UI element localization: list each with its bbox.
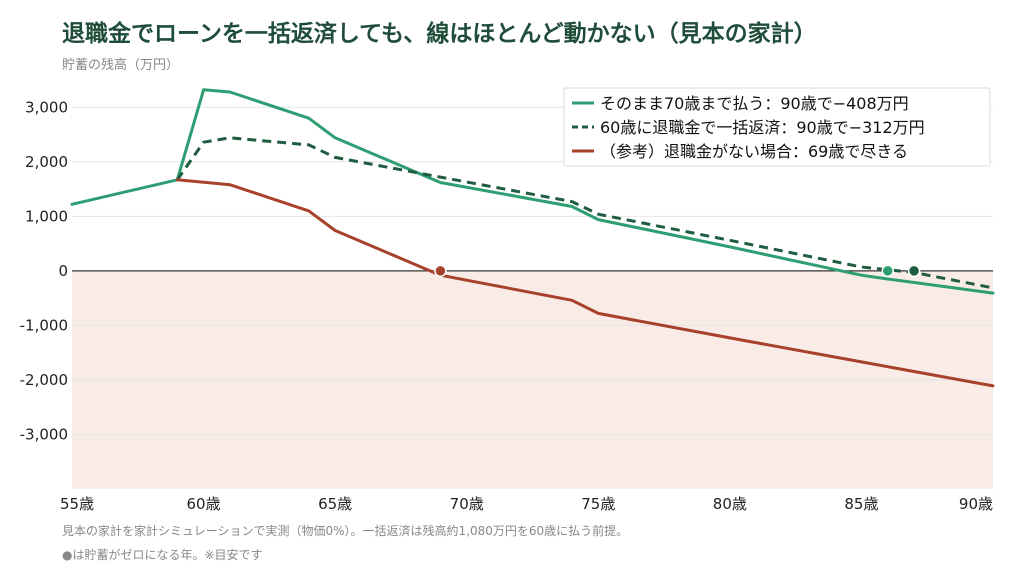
y-tick-label: -2,000 bbox=[20, 371, 68, 389]
legend-box bbox=[563, 87, 991, 167]
footnote-marker: ●は貯蓄がゼロになる年。※目安です bbox=[62, 548, 263, 562]
zero-markers bbox=[434, 264, 921, 278]
legend-label-1: そのまま70歳まで払う：90歳で−408万円 bbox=[600, 94, 909, 113]
chart-title: 退職金でローンを一括返済しても、線はほとんど動かない（見本の家計） bbox=[62, 21, 817, 47]
y-tick-label: 1,000 bbox=[25, 207, 68, 225]
x-tick-label: 55歳 bbox=[60, 495, 94, 513]
y-axis-label: 貯蓄の残高（万円） bbox=[62, 58, 180, 73]
y-tick-labels: 3,000 2,000 1,000 0 -1,000 -2,000 -3,000 bbox=[20, 98, 68, 443]
zero-point-marker-2 bbox=[907, 264, 921, 278]
x-tick-label: 75歳 bbox=[581, 495, 615, 513]
x-tick-label: 90歳 bbox=[959, 495, 993, 513]
legend-label-3: （参考）退職金がない場合：69歳で尽きる bbox=[600, 142, 908, 161]
x-tick-label: 80歳 bbox=[713, 495, 747, 513]
legend: そのまま70歳まで払う：90歳で−408万円 60歳に退職金で一括返済：90歳で−… bbox=[563, 87, 991, 167]
x-tick-label: 60歳 bbox=[187, 495, 221, 513]
legend-label-2: 60歳に退職金で一括返済：90歳で−312万円 bbox=[600, 118, 925, 137]
x-tick-label: 70歳 bbox=[450, 495, 484, 513]
x-tick-labels: 55歳 60歳 65歳 70歳 75歳 80歳 85歳 90歳 bbox=[60, 495, 993, 513]
y-tick-label: 0 bbox=[58, 262, 68, 280]
x-tick-label: 65歳 bbox=[318, 495, 352, 513]
y-tick-label: -1,000 bbox=[20, 316, 68, 334]
series-lines bbox=[70, 88, 995, 388]
x-tick-label: 85歳 bbox=[844, 495, 878, 513]
footnote-method: 見本の家計を家計シミュレーションで実測（物価0%）。一括返済は残高約1,080万… bbox=[62, 524, 629, 538]
series-line-1 bbox=[70, 88, 995, 295]
y-tick-label: 2,000 bbox=[25, 153, 68, 171]
y-tick-label: 3,000 bbox=[25, 98, 68, 116]
zero-point-marker-1 bbox=[881, 264, 894, 278]
zero-point-marker-3 bbox=[434, 264, 447, 278]
series-line-3 bbox=[175, 178, 995, 388]
series-line-2 bbox=[176, 136, 994, 290]
y-tick-label: -3,000 bbox=[20, 425, 68, 443]
